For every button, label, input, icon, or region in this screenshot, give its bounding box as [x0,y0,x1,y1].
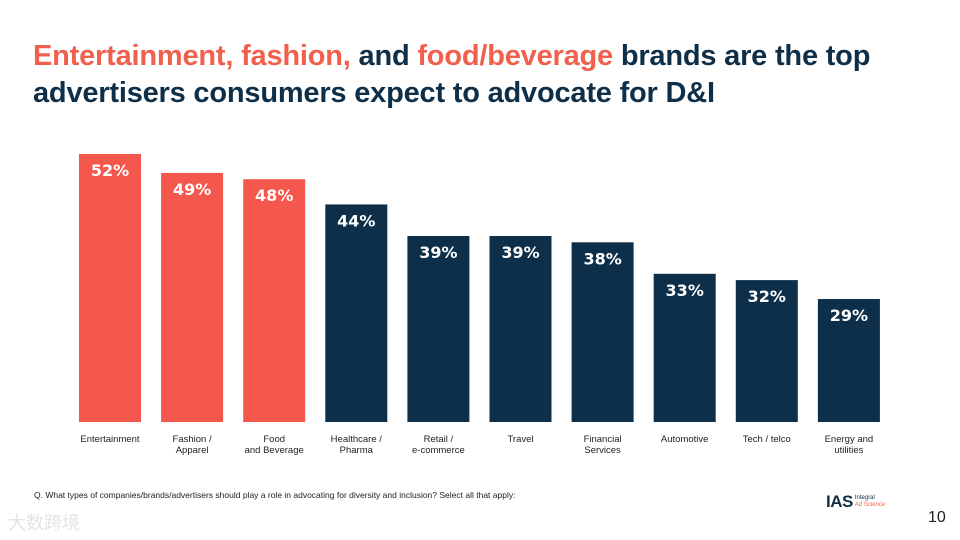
logo-sub-2: Ad Science [854,502,886,508]
survey-question: Q. What types of companies/brands/advert… [34,490,516,500]
data-label: 52% [91,161,129,180]
bar-chart: 52% Entertainment 49% Fashion /Apparel 48% Fo… [79,154,880,456]
category-label: Apparel [176,445,209,456]
category-label: Entertainment [80,434,140,445]
data-label: 39% [419,243,457,262]
category-label: Retail / [424,434,454,445]
page-number: 10 [928,509,946,526]
data-label: 44% [337,211,375,230]
bar [571,242,634,422]
title-text-2: brands are the top advertisers consumers… [33,40,871,109]
data-label: 32% [748,287,786,306]
title-highlight-2: food/beverage [417,40,613,72]
bar [489,235,552,422]
category-label: and Beverage [245,445,304,456]
data-label: 33% [666,281,704,300]
logo-sub-1: Integral [854,495,875,501]
category-label: Automotive [661,434,709,445]
bar [735,280,798,422]
category-label: Services [584,445,621,456]
category-label: utilities [834,445,863,456]
category-label: Fashion / [173,434,212,445]
data-label: 49% [173,180,211,199]
bar [243,179,306,422]
category-label: Healthcare / [331,434,383,445]
bar [653,273,716,422]
category-label: Food [263,434,285,445]
data-label: 29% [830,306,868,325]
slide-title: Entertainment, fashion, and food/beverag… [33,38,943,112]
bar [407,235,470,422]
watermark: 大数跨境 [8,513,80,533]
bar [817,299,880,422]
data-label: 39% [501,243,539,262]
logo-mark: IAS [826,492,853,511]
title-highlight-1: Entertainment, fashion, [33,40,351,72]
category-label: Pharma [340,445,374,456]
category-label: Energy and [825,434,874,445]
category-label: Travel [507,434,533,445]
category-label: Tech / telco [743,434,791,445]
bar [161,172,224,422]
category-label: e-commerce [412,445,465,456]
data-label: 38% [583,249,621,268]
data-label: 48% [255,186,293,205]
bar [325,204,388,422]
ias-logo: IAS Integral Ad Science [826,492,885,512]
bar [79,154,141,422]
title-text-1: and [350,40,418,72]
category-label: Financial [584,434,622,445]
